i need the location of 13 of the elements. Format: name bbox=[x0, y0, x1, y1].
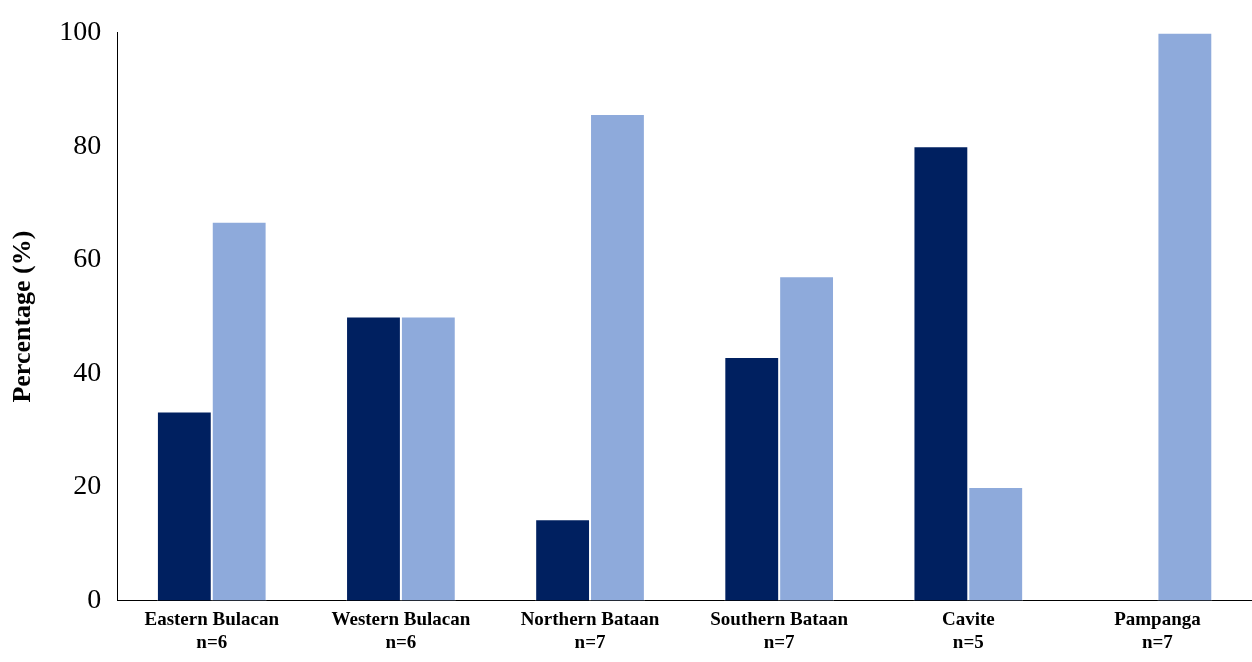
y-tick-label: 100 bbox=[59, 15, 102, 47]
y-tick-label: 60 bbox=[73, 242, 102, 274]
y-axis-title: Percentage (%) bbox=[7, 230, 37, 403]
x-tick-label: Eastern Bulacan n=6 bbox=[144, 607, 280, 652]
y-tick-label: 40 bbox=[73, 355, 102, 387]
y-tick-label: 0 bbox=[87, 582, 102, 614]
x-tick-label: Northern Bataan n=7 bbox=[520, 607, 660, 652]
x-tick-label: Pampanga n=7 bbox=[1114, 607, 1202, 652]
y-tick-label: 20 bbox=[73, 469, 102, 501]
x-tick-label: Cavite n=5 bbox=[941, 607, 995, 652]
x-tick-label: Southern Bataan n=7 bbox=[710, 607, 849, 652]
x-tick-label: Western Bulacan n=6 bbox=[331, 607, 471, 652]
y-tick-label: 80 bbox=[73, 128, 102, 160]
